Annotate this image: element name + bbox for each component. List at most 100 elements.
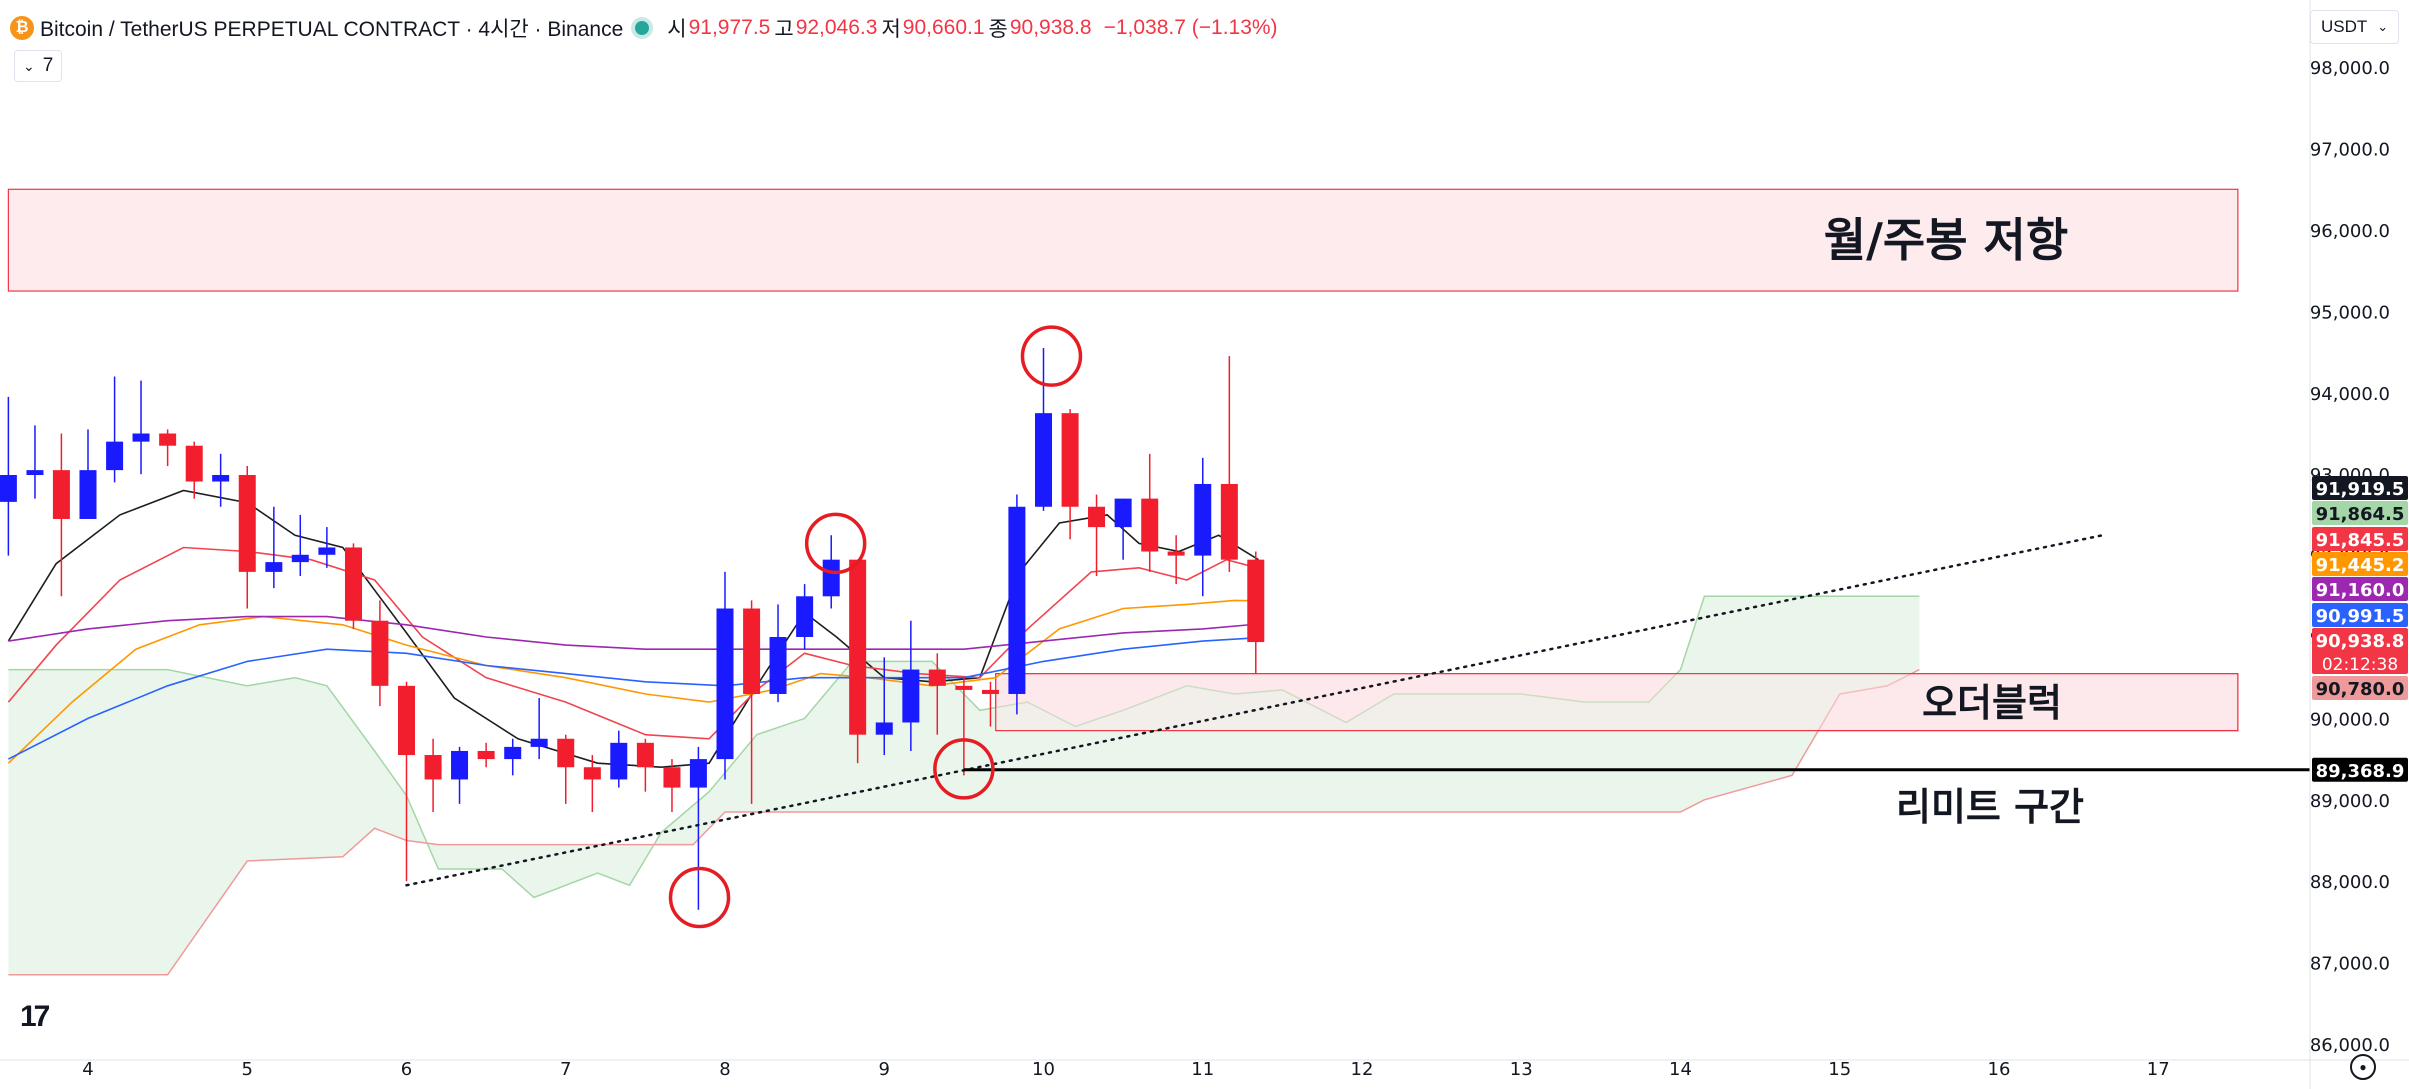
symbol-legend: ₿ Bitcoin / TetherUS PERPETUAL CONTRACT … — [10, 12, 1278, 44]
candle[interactable] — [1088, 494, 1106, 576]
candle-body — [928, 669, 946, 686]
candle[interactable] — [1061, 409, 1079, 540]
candle[interactable] — [79, 429, 97, 519]
candle[interactable] — [928, 653, 946, 735]
candle[interactable] — [451, 746, 469, 804]
candle-body — [981, 689, 999, 694]
candle-body — [1061, 413, 1079, 507]
x-tick-label: 16 — [1988, 1059, 2011, 1080]
highlight-circle-4[interactable] — [933, 738, 995, 800]
price-label-text: 90,991.5 — [2316, 606, 2405, 627]
settings-icon[interactable]: ● — [2350, 1054, 2376, 1080]
candle[interactable] — [185, 441, 203, 499]
price-label-bg — [2312, 527, 2408, 551]
order-block-label: 오더블럭 — [1922, 681, 2062, 725]
candle[interactable] — [981, 681, 999, 727]
price-label-bg — [2312, 628, 2408, 674]
candle[interactable] — [106, 376, 124, 483]
candle-body — [557, 738, 575, 768]
open-value: 91,977.5 — [688, 16, 771, 39]
candle[interactable] — [583, 755, 601, 813]
symbol-title[interactable]: Bitcoin / TetherUS PERPETUAL CONTRACT · … — [40, 18, 624, 41]
y-tick-label: 90,000.0 — [2310, 709, 2390, 730]
candle[interactable] — [504, 738, 522, 776]
candle-body — [769, 637, 787, 694]
candle[interactable] — [424, 738, 442, 813]
candle-body — [875, 722, 893, 735]
candle[interactable] — [318, 527, 336, 568]
x-tick-label: 13 — [1510, 1059, 1533, 1080]
candle[interactable] — [689, 746, 707, 910]
candle-body — [26, 470, 44, 476]
candle[interactable] — [159, 429, 177, 467]
highlight-circle-2[interactable] — [804, 512, 867, 575]
candle[interactable] — [0, 396, 17, 556]
candle-body — [1114, 498, 1132, 528]
candle-body — [185, 445, 203, 482]
candle[interactable] — [1141, 453, 1159, 572]
candle[interactable] — [716, 571, 734, 780]
candle[interactable] — [132, 380, 150, 475]
x-tick-label: 4 — [82, 1059, 93, 1080]
candle[interactable] — [849, 559, 867, 764]
candle[interactable] — [902, 620, 920, 751]
candle-body — [849, 559, 867, 735]
candle[interactable] — [265, 506, 283, 589]
candle-body — [743, 608, 761, 694]
support-trendline[interactable] — [405, 534, 2104, 887]
candle[interactable] — [398, 681, 415, 882]
candle[interactable] — [477, 742, 495, 768]
y-tick-label: 87,000.0 — [2310, 954, 2390, 975]
candle[interactable] — [743, 600, 761, 804]
x-tick-label: 10 — [1032, 1059, 1055, 1080]
candle[interactable] — [371, 600, 389, 707]
candle-body — [663, 767, 681, 788]
candle[interactable] — [557, 734, 575, 804]
resistance-zone — [7, 188, 2239, 292]
price-label-text: 91,864.5 — [2316, 504, 2405, 525]
x-tick-label: 15 — [1828, 1059, 1851, 1080]
candle[interactable] — [875, 657, 893, 756]
candle[interactable] — [212, 453, 230, 507]
candle[interactable] — [636, 738, 654, 792]
tradingview-logo-icon[interactable]: 17 — [20, 1000, 50, 1033]
candle[interactable] — [238, 466, 256, 609]
candle[interactable] — [1114, 498, 1132, 560]
cloud-span-a — [8, 595, 1920, 899]
candle-body — [371, 620, 389, 686]
price-label-text: 90,938.8 — [2316, 631, 2405, 652]
candle[interactable] — [1035, 348, 1052, 511]
candle[interactable] — [769, 604, 787, 703]
price-label: 90,780.0 — [2312, 676, 2408, 700]
candle[interactable] — [52, 433, 70, 597]
high-label: 고 — [774, 18, 794, 41]
candle[interactable] — [1247, 551, 1265, 674]
candle[interactable] — [955, 677, 973, 776]
candle[interactable] — [344, 543, 362, 629]
candle-body — [106, 441, 124, 471]
indicator-count: 7 — [42, 55, 54, 76]
candle[interactable] — [1194, 457, 1212, 597]
low-label: 저 — [881, 18, 901, 41]
indicators-toggle-button[interactable]: ⌄ 7 — [14, 50, 63, 82]
candle-body — [344, 547, 362, 621]
candle[interactable] — [291, 514, 309, 576]
candle-body — [79, 470, 97, 519]
candle[interactable] — [1008, 494, 1026, 715]
candle[interactable] — [1220, 356, 1238, 572]
candle[interactable] — [796, 584, 814, 650]
order-block-outline — [995, 673, 2239, 732]
candle[interactable] — [663, 759, 681, 813]
price-label-bg — [2312, 603, 2408, 627]
candle-body — [530, 738, 548, 747]
candle[interactable] — [1167, 535, 1185, 585]
candle[interactable] — [26, 425, 44, 499]
candle[interactable] — [610, 730, 628, 788]
highlight-circle-3[interactable] — [1020, 325, 1083, 387]
highlight-circle-1[interactable] — [668, 866, 731, 929]
candle[interactable] — [530, 698, 548, 760]
currency-select[interactable]: USDT ⌄ — [2310, 10, 2400, 44]
candle-body — [52, 470, 70, 519]
price-label: 90,938.8 02:12:38 — [2312, 628, 2408, 675]
